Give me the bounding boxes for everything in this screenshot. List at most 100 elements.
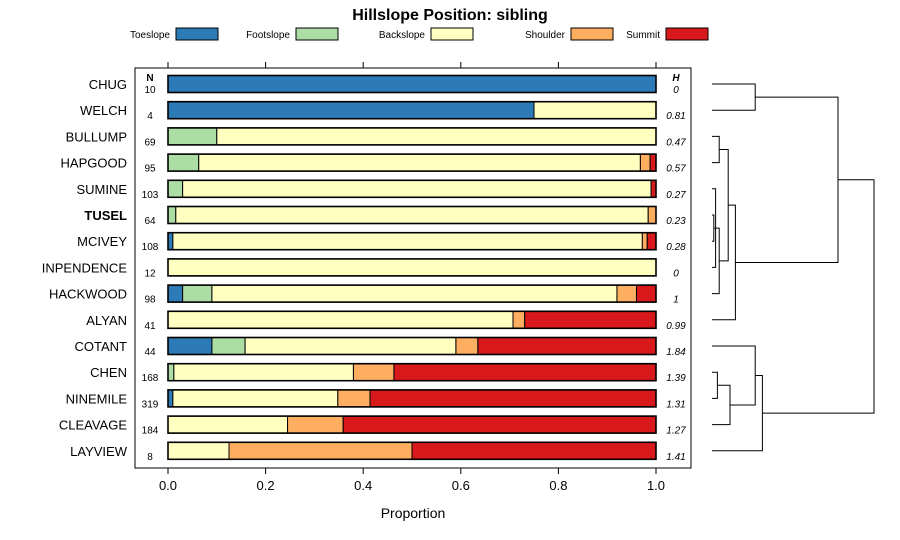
row-label-hapgood: HAPGOOD bbox=[61, 156, 127, 171]
bar-segment-backslope bbox=[533, 101, 657, 120]
bar-outline bbox=[167, 153, 657, 172]
bar-segment-footslope bbox=[211, 337, 246, 355]
row-n-sumine: 103 bbox=[142, 190, 159, 201]
row-label-welch: WELCH bbox=[80, 103, 127, 118]
row-label-inpendence: INPENDENCE bbox=[42, 260, 128, 275]
row-n-ninemile: 319 bbox=[142, 399, 159, 410]
row-h-sumine: 0.27 bbox=[666, 190, 686, 201]
row-h-inpendence: 0 bbox=[673, 268, 679, 279]
bar-outline bbox=[167, 310, 657, 330]
bar-segment-shoulder bbox=[639, 153, 651, 172]
bar-outline bbox=[167, 127, 657, 146]
row-label-chug: CHUG bbox=[89, 77, 127, 92]
row-h-tusel: 0.23 bbox=[666, 216, 686, 227]
row-label-sumine: SUMINE bbox=[76, 182, 127, 197]
bar-segment-shoulder bbox=[647, 206, 657, 224]
bar-segment-shoulder bbox=[455, 337, 479, 355]
legend-label-summit: Summit bbox=[626, 30, 660, 41]
bar-outline bbox=[167, 74, 657, 94]
bar-outline bbox=[167, 336, 657, 356]
bar-segment-summit bbox=[369, 389, 657, 408]
row-label-ninemile: NINEMILE bbox=[66, 391, 128, 406]
bar-segment-backslope bbox=[198, 153, 641, 172]
bar-segment-summit bbox=[646, 232, 657, 251]
row-n-hackwood: 98 bbox=[144, 295, 156, 306]
bar-segment-toeslope bbox=[167, 284, 184, 303]
x-tick-label: 0.4 bbox=[354, 478, 372, 493]
bar-row-inpendence bbox=[167, 258, 657, 277]
x-tick-label: 0.0 bbox=[159, 478, 177, 493]
row-label-hackwood: HACKWOOD bbox=[49, 287, 127, 302]
bar-outline bbox=[167, 389, 657, 408]
dendrogram-branch bbox=[712, 214, 715, 242]
legend-swatch-backslope bbox=[430, 27, 474, 41]
bar-segment-backslope bbox=[175, 206, 649, 224]
row-n-alyan: 41 bbox=[144, 321, 156, 332]
bar-row-ninemile bbox=[167, 389, 657, 408]
bar-outline bbox=[167, 415, 657, 434]
row-label-cleavage: CLEAVAGE bbox=[59, 418, 127, 433]
x-axis-label: Proportion bbox=[381, 505, 446, 521]
bar-segment-toeslope bbox=[167, 101, 535, 120]
row-h-cotant: 1.84 bbox=[666, 347, 686, 358]
bar-outline bbox=[167, 362, 657, 382]
bar-row-hackwood bbox=[167, 284, 657, 303]
dendrogram-branch bbox=[762, 179, 875, 414]
bar-segment-footslope bbox=[167, 363, 175, 382]
plot-frame bbox=[134, 67, 692, 469]
bar-segment-shoulder bbox=[287, 415, 344, 434]
bar-segment-backslope bbox=[244, 337, 457, 355]
bar-row-layview bbox=[167, 441, 657, 461]
bar-row-hapgood bbox=[167, 153, 657, 172]
bar-segment-summit bbox=[393, 363, 657, 382]
bar-outline bbox=[167, 231, 657, 251]
row-label-cotant: COTANT bbox=[75, 339, 128, 354]
bar-outline bbox=[167, 205, 657, 225]
n-column-header: N bbox=[146, 73, 153, 84]
bar-segment-summit bbox=[635, 284, 657, 303]
bar-segment-backslope bbox=[182, 179, 652, 198]
legend-label-toeslope: Toeslope bbox=[130, 30, 170, 41]
row-label-mcivey: MCIVEY bbox=[77, 234, 127, 249]
row-label-layview: LAYVIEW bbox=[70, 444, 128, 459]
bar-area bbox=[167, 74, 657, 461]
bar-segment-shoulder bbox=[512, 310, 526, 329]
legend-swatch-footslope bbox=[295, 27, 339, 41]
bar-segment-summit bbox=[477, 337, 657, 355]
row-h-hackwood: 1 bbox=[673, 295, 679, 306]
bar-segment-summit bbox=[342, 415, 657, 434]
bar-segment-summit bbox=[411, 441, 657, 460]
bar-row-alyan bbox=[167, 310, 657, 330]
x-tick-label: 0.2 bbox=[257, 478, 275, 493]
bar-segment-shoulder bbox=[616, 284, 637, 303]
row-h-layview: 1.41 bbox=[666, 452, 685, 463]
dendrogram bbox=[712, 83, 875, 452]
dendrogram-branch bbox=[712, 371, 718, 399]
row-h-bullump: 0.47 bbox=[666, 137, 686, 148]
dendrogram-branch bbox=[712, 83, 756, 111]
legend-label-shoulder: Shoulder bbox=[525, 30, 566, 41]
bar-segment-shoulder bbox=[337, 389, 371, 408]
bar-row-chug bbox=[167, 74, 657, 94]
row-h-ninemile: 1.31 bbox=[666, 399, 685, 410]
row-n-inpendence: 12 bbox=[144, 268, 156, 279]
legend-swatch-summit bbox=[665, 27, 709, 41]
legend-label-footslope: Footslope bbox=[246, 30, 290, 41]
bar-segment-footslope bbox=[182, 284, 213, 303]
row-n-layview: 8 bbox=[147, 452, 153, 463]
legend-label-backslope: Backslope bbox=[379, 30, 426, 41]
row-h-chug: 0 bbox=[673, 85, 679, 96]
row-n-chen: 168 bbox=[142, 373, 159, 384]
row-n-hapgood: 95 bbox=[144, 164, 156, 175]
bar-segment-summit bbox=[649, 153, 657, 172]
bar-segment-backslope bbox=[172, 232, 643, 251]
chart-title: Hillslope Position: sibling bbox=[352, 7, 548, 24]
row-h-mcivey: 0.28 bbox=[666, 242, 686, 253]
x-tick-label: 0.8 bbox=[549, 478, 567, 493]
row-label-tusel: TUSEL bbox=[84, 208, 127, 223]
bar-segment-shoulder bbox=[228, 441, 413, 460]
legend: Toeslope Footslope Backslope Shoulder Summit bbox=[130, 27, 709, 41]
bar-row-cotant bbox=[167, 336, 657, 356]
bar-row-bullump bbox=[167, 127, 657, 146]
